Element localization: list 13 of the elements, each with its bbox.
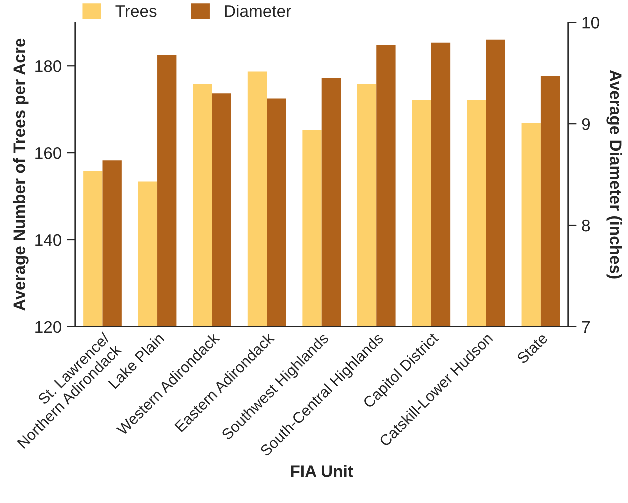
- x-axis-title: FIA Unit: [291, 465, 354, 478]
- y2-tick-label: 7: [582, 322, 590, 333]
- y-tick-label: 120: [36, 321, 62, 334]
- y-axis-title: Average Number of Trees per Acre: [13, 38, 29, 311]
- y-tick-label: 160: [36, 147, 62, 160]
- y2-axis-title: Average Diameter (inches): [606, 70, 622, 279]
- y-tick-label: 180: [36, 60, 62, 72]
- y2-tick-label: 10: [582, 17, 600, 29]
- y2-tick-label: 8: [582, 220, 590, 232]
- y2-tick-label: 9: [582, 118, 590, 130]
- legend-label: Diameter: [225, 4, 292, 18]
- legend-label: Trees: [116, 6, 157, 18]
- y-tick-label: 140: [36, 234, 62, 246]
